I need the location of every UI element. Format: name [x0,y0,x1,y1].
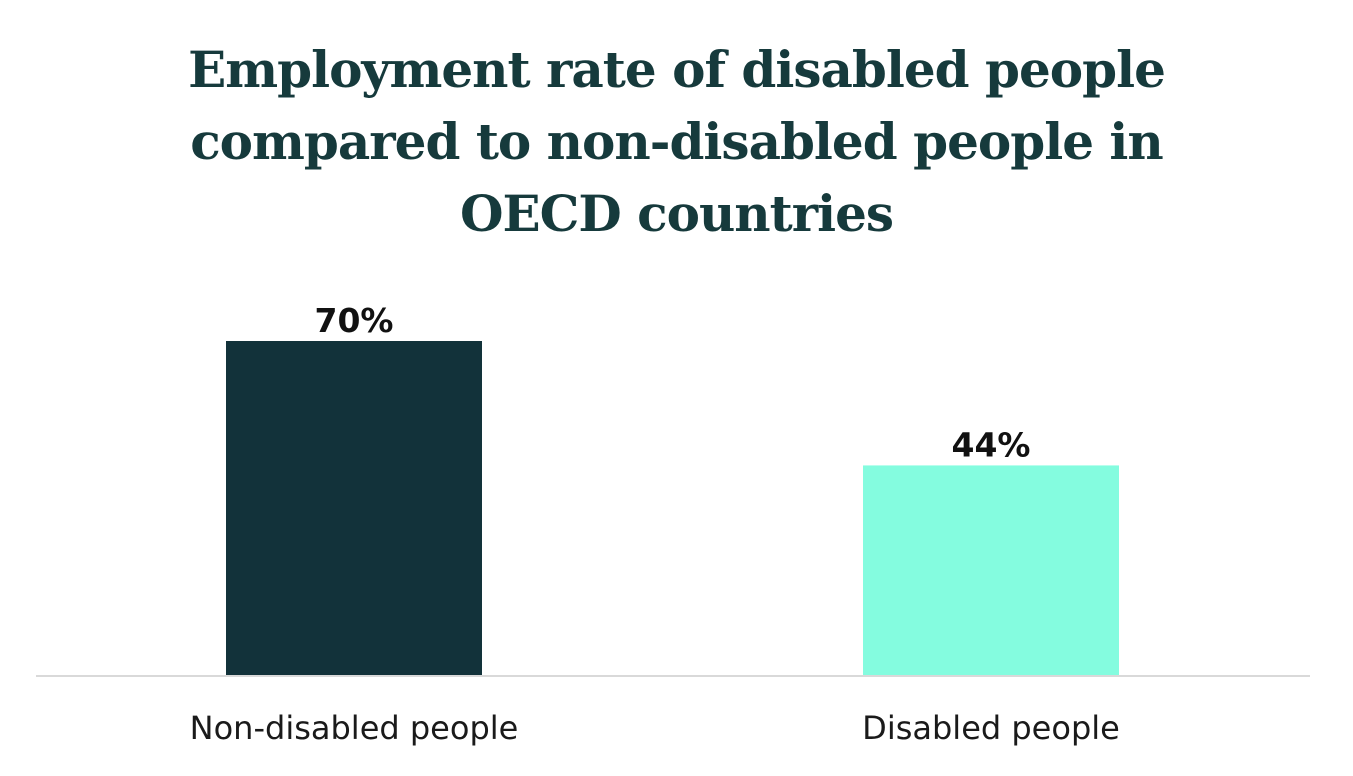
chart-title-line: Employment rate of disabled people [188,40,1166,99]
bar-1 [863,465,1119,676]
chart-title: Employment rate of disabled people compa… [0,34,1353,250]
bar-value-label: 70% [315,301,394,340]
chart-title-line: OECD countries [459,184,894,243]
category-label: Disabled people [862,709,1120,747]
bar-0 [226,341,482,676]
chart-title-line: compared to non-disabled people in [190,112,1164,171]
bar-value-label: 44% [952,425,1031,464]
labels-layer: 70% Non-disabled people 44% Disabled people [190,301,1120,747]
category-label: Non-disabled people [190,709,519,747]
bars-layer [226,341,1119,676]
